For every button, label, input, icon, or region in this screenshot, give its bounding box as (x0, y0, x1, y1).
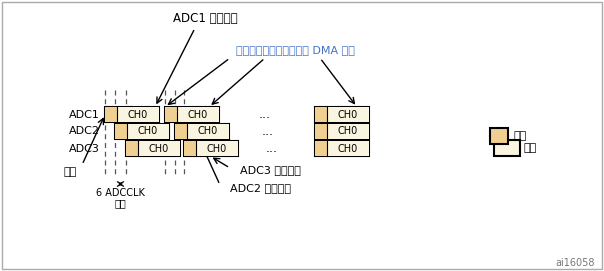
Text: ADC2: ADC2 (69, 127, 100, 137)
Bar (315, 107, 327, 122)
Text: 转换: 转换 (523, 143, 536, 153)
Bar (115, 124, 127, 139)
Bar (315, 124, 369, 139)
Text: ADC1 转换结束: ADC1 转换结束 (173, 11, 237, 24)
Text: CH0: CH0 (207, 144, 227, 153)
Text: CH0: CH0 (338, 144, 358, 153)
Bar (315, 124, 327, 139)
Bar (184, 141, 196, 156)
Text: ADC2 转换结束: ADC2 转换结束 (230, 183, 291, 193)
Text: CH0: CH0 (149, 144, 169, 153)
Bar (175, 124, 187, 139)
Text: CH0: CH0 (128, 109, 148, 120)
Bar (105, 107, 117, 122)
Text: 触发: 触发 (63, 167, 77, 177)
Bar (138, 141, 180, 156)
Bar (315, 141, 369, 156)
Bar (117, 107, 159, 122)
Bar (315, 107, 369, 122)
Bar (165, 107, 177, 122)
Text: CH0: CH0 (338, 109, 358, 120)
Bar (165, 107, 219, 122)
Bar (126, 141, 138, 156)
Bar (175, 124, 229, 139)
Text: 每进行两次转换发出一个 DMA 请求: 每进行两次转换发出一个 DMA 请求 (236, 45, 355, 55)
Text: CH0: CH0 (338, 127, 358, 137)
Bar (327, 124, 369, 139)
Bar (196, 141, 238, 156)
Bar (126, 141, 180, 156)
Bar (127, 124, 169, 139)
Bar (494, 140, 520, 156)
Bar (327, 141, 369, 156)
Text: CH0: CH0 (138, 127, 158, 137)
Bar (490, 128, 508, 144)
Text: 采样: 采样 (513, 131, 526, 141)
Text: ADC1: ADC1 (69, 109, 100, 120)
Bar (115, 124, 169, 139)
Bar (184, 141, 238, 156)
Text: ADC3 转换结束: ADC3 转换结束 (240, 165, 301, 175)
Text: ...: ... (262, 125, 274, 138)
Bar (315, 141, 327, 156)
Text: ai16058: ai16058 (556, 258, 595, 268)
Text: 6 ADCCLK: 6 ADCCLK (95, 188, 144, 198)
Text: ...: ... (259, 108, 271, 121)
Bar (177, 107, 219, 122)
Text: 周期: 周期 (114, 198, 126, 208)
Text: CH0: CH0 (188, 109, 208, 120)
Bar (327, 107, 369, 122)
Bar (187, 124, 229, 139)
Bar (105, 107, 159, 122)
Text: ADC3: ADC3 (69, 144, 100, 153)
Text: CH0: CH0 (198, 127, 218, 137)
Text: ...: ... (266, 142, 278, 155)
